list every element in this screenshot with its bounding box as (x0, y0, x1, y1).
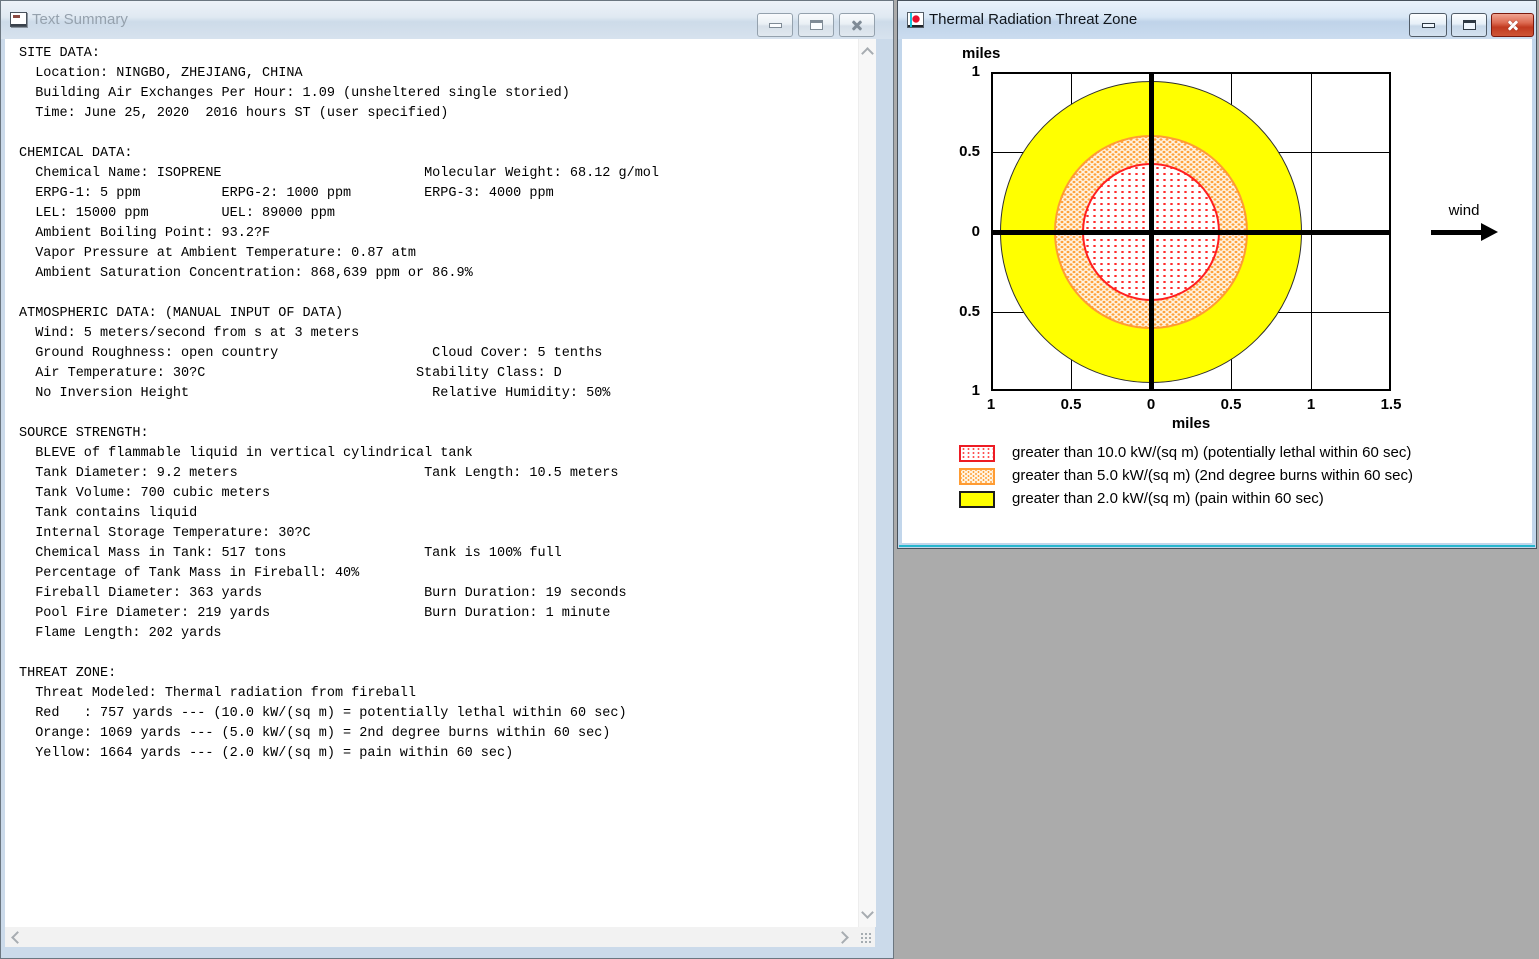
y-tick-label: 0.5 (959, 303, 980, 320)
x-tick-label: 0.5 (1060, 396, 1082, 413)
x-tick-label: 1.5 (1380, 396, 1402, 413)
minimize-icon (1421, 22, 1435, 28)
wind-arrow-icon (1431, 223, 1498, 241)
text-summary-content: SITE DATA: Location: NINGBO, ZHEJIANG, C… (5, 39, 858, 927)
scroll-down-icon[interactable] (861, 906, 874, 919)
restore-icon (1462, 20, 1476, 30)
origin-axis-horizontal (993, 230, 1389, 235)
legend-label-red: greater than 10.0 kW/(sq m) (potentially… (1012, 444, 1412, 461)
x-tick-label: 1 (986, 396, 996, 413)
scroll-right-icon[interactable] (836, 931, 849, 944)
x-tick-label: 1 (1306, 396, 1316, 413)
vertical-scrollbar[interactable] (858, 39, 876, 927)
minimize-button[interactable] (1409, 13, 1447, 37)
y-tick-label: 0.5 (959, 143, 980, 160)
legend-swatch-orange (959, 468, 995, 485)
y-tick-label: 1 (971, 63, 980, 80)
y-tick-label: 0 (971, 223, 980, 240)
restore-icon (809, 20, 823, 30)
resize-grip-icon[interactable] (860, 932, 872, 944)
legend-label-orange: greater than 5.0 kW/(sq m) (2nd degree b… (1012, 467, 1414, 484)
threat-plot-icon (907, 12, 924, 28)
threat-zone-window-title: Thermal Radiation Threat Zone (929, 11, 1138, 28)
restore-button[interactable] (798, 13, 834, 37)
close-icon (850, 18, 864, 32)
y-axis-unit-label: miles (962, 45, 1001, 62)
threat-zone-plot (991, 72, 1391, 391)
text-summary-window: Text Summary SITE DATA: Location: NINGBO… (0, 0, 894, 959)
scroll-up-icon[interactable] (861, 47, 874, 60)
text-summary-report: SITE DATA: Location: NINGBO, ZHEJIANG, C… (19, 46, 660, 761)
close-icon (1506, 18, 1520, 32)
legend-swatch-yellow (959, 491, 995, 508)
text-summary-window-title: Text Summary (32, 11, 128, 28)
document-icon (10, 12, 27, 27)
y-tick-label: 1 (971, 382, 980, 399)
wind-label: wind (1448, 202, 1480, 219)
scroll-left-icon[interactable] (11, 931, 24, 944)
text-summary-titlebar[interactable]: Text Summary (1, 1, 893, 39)
close-button[interactable] (1491, 13, 1534, 37)
restore-button[interactable] (1451, 13, 1487, 37)
window-bottom-accent (899, 545, 1535, 547)
close-button[interactable] (839, 13, 875, 37)
threat-zone-window: Thermal Radiation Threat Zone miles 1 0.… (897, 0, 1537, 549)
horizontal-scrollbar[interactable] (5, 927, 875, 947)
threat-zone-titlebar[interactable]: Thermal Radiation Threat Zone (898, 1, 1536, 39)
x-tick-label: 0.5 (1220, 396, 1242, 413)
minimize-button[interactable] (757, 13, 793, 37)
legend-swatch-red (959, 445, 995, 462)
x-tick-label: 0 (1146, 396, 1156, 413)
legend-label-yellow: greater than 2.0 kW/(sq m) (pain within … (1012, 490, 1324, 507)
minimize-icon (768, 22, 782, 28)
x-axis-unit-label: miles (1171, 415, 1211, 432)
